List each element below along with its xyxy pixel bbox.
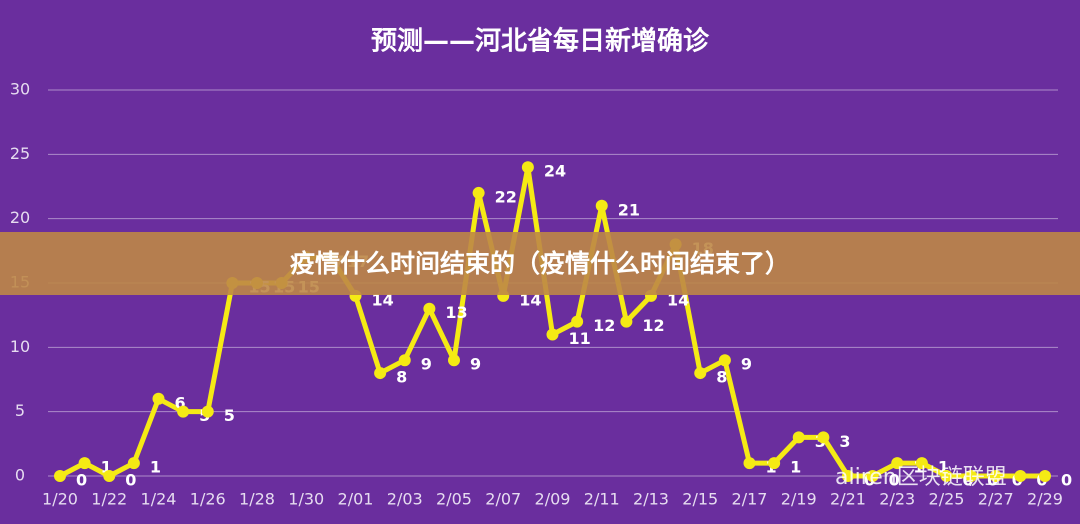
point [78,457,91,470]
x-tick-label: 2/11 [584,490,620,509]
point [448,354,460,367]
point [127,457,140,470]
data-label: 1 [938,458,949,477]
point [694,367,707,380]
x-tick-label: 1/20 [42,490,78,509]
data-label: 1 [790,458,801,477]
point [54,470,66,482]
x-tick-label: 1/24 [141,490,177,509]
point [768,457,781,470]
point [817,431,830,444]
point [743,457,756,470]
banner-bg [0,232,1080,295]
data-label: 0 [889,471,900,490]
chart-title: 预测——河北省每日新增确诊 [371,26,710,57]
point [1039,470,1051,482]
data-label: 0 [76,471,87,490]
data-label: 9 [741,355,752,374]
data-label: 14 [372,290,394,309]
point [472,186,485,199]
point [546,328,559,341]
point [718,354,731,367]
watermark: aliren区块链联盟 [835,465,1007,490]
point [989,470,1002,482]
x-tick-label: 2/05 [436,490,472,509]
x-tick-label: 2/21 [830,490,866,509]
x-tick-label: 2/09 [535,490,571,509]
data-label: 1 [101,458,112,477]
point [177,405,190,418]
data-label: 12 [593,316,615,335]
point [152,392,165,405]
data-label: 11 [569,329,591,348]
data-label: 3 [839,432,850,451]
data-label: 0 [125,471,136,490]
data-label: 14 [667,290,689,309]
data-label: 13 [445,303,467,322]
point [792,431,805,444]
x-tick-label: 1/30 [288,490,324,509]
x-tick-label: 2/23 [879,490,915,509]
x-tick-label: 1/26 [190,490,226,509]
data-label: 5 [224,406,235,425]
point [842,470,854,482]
y-tick-label: 20 [10,208,30,227]
point [423,302,436,315]
x-tick-label: 2/13 [633,490,669,509]
banner-text: 疫情什么时间结束的（疫情什么时间结束了） [290,249,790,278]
data-label: 8 [396,368,407,387]
point [571,315,584,328]
data-label: 8 [716,368,727,387]
data-label: 14 [519,290,541,309]
x-tick-label: 2/07 [485,490,521,509]
point [965,470,978,482]
point [521,161,534,174]
point [866,470,879,482]
point [595,199,608,212]
x-tick-label: 2/03 [387,490,423,509]
point [103,470,116,482]
y-tick-label: 5 [15,401,25,420]
point [940,470,953,482]
x-tick-label: 2/01 [338,490,374,509]
x-tick-label: 2/27 [978,490,1014,509]
x-tick-label: 1/28 [239,490,275,509]
data-label: 24 [544,162,566,181]
point [620,315,633,328]
data-label: 6 [175,393,186,412]
x-tick-label: 2/17 [732,490,768,509]
y-tick-label: 0 [15,466,25,485]
point [1014,470,1027,482]
x-tick-label: 2/15 [682,490,718,509]
data-label: 12 [642,316,664,335]
data-label: 0 [1061,471,1072,490]
y-tick-label: 30 [10,80,30,99]
point [915,457,928,470]
point [398,354,411,367]
point [201,405,214,418]
data-label: 1 [150,458,161,477]
point [891,457,904,470]
data-label: 21 [618,200,640,219]
x-tick-label: 2/19 [781,490,817,509]
x-tick-label: 2/25 [929,490,965,509]
data-label: 22 [495,187,517,206]
data-label: 9 [421,355,432,374]
point [374,367,387,380]
data-label: 9 [470,355,481,374]
x-tick-label: 2/29 [1027,490,1063,509]
y-tick-label: 10 [10,337,30,356]
x-tick-label: 1/22 [91,490,127,509]
y-tick-label: 25 [10,144,30,163]
